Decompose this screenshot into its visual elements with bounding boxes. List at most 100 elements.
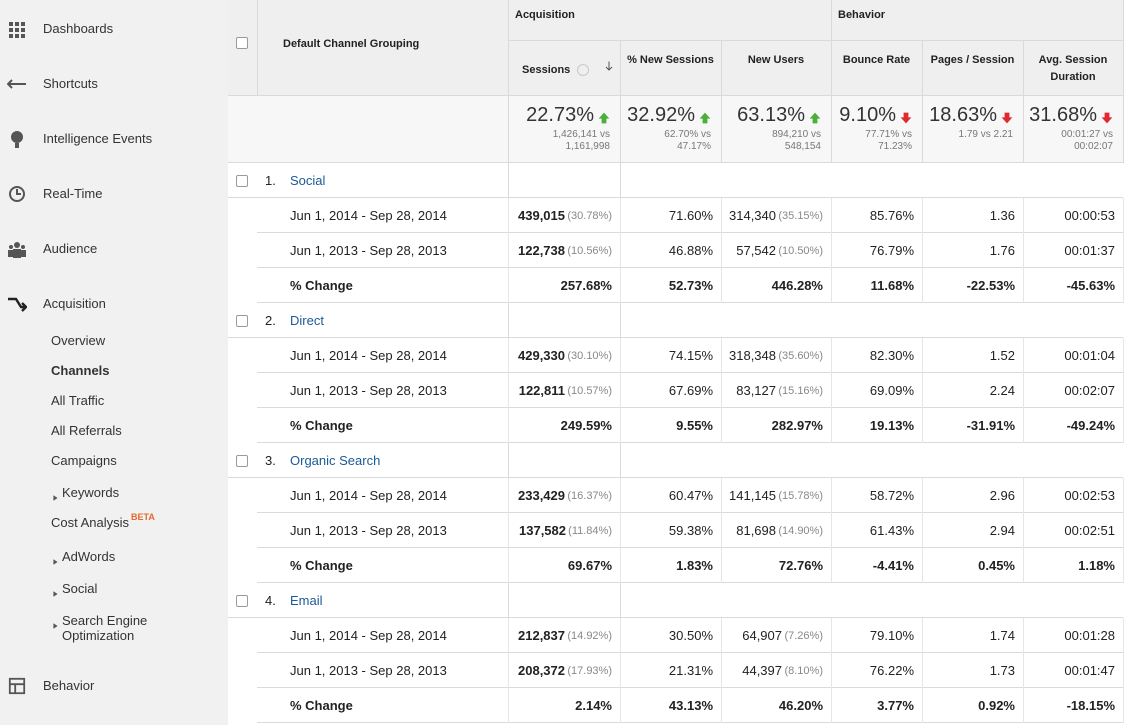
cell-value: 59.38% bbox=[668, 523, 713, 538]
cell-divider bbox=[1123, 408, 1124, 443]
nav-item[interactable]: Audience bbox=[43, 241, 98, 256]
header-divider bbox=[508, 40, 1123, 41]
nav-icon bbox=[7, 184, 27, 204]
cell-divider bbox=[1123, 548, 1124, 583]
nav-subitem[interactable]: Social bbox=[62, 581, 98, 596]
nav-item[interactable]: Intelligence Events bbox=[43, 131, 153, 146]
cell-divider bbox=[922, 618, 923, 653]
cell-divider bbox=[721, 268, 722, 303]
nav-subitem[interactable]: Campaigns bbox=[51, 453, 117, 468]
cell-divider bbox=[508, 653, 509, 688]
cell-value: 2.24 bbox=[989, 383, 1015, 398]
nav-subitem[interactable]: All Referrals bbox=[51, 423, 122, 438]
cell-divider bbox=[1023, 233, 1024, 268]
cell-divider bbox=[508, 513, 509, 548]
column-header[interactable]: Pages / Session bbox=[930, 54, 1015, 66]
row-index: 1. bbox=[265, 173, 276, 188]
summary-change: 22.73% bbox=[526, 104, 594, 126]
cell-value: 74.15% bbox=[668, 348, 713, 363]
cell-divider bbox=[1123, 513, 1124, 548]
cell-divider bbox=[508, 443, 509, 478]
row-checkbox[interactable] bbox=[236, 455, 248, 467]
channel-link[interactable]: Email bbox=[290, 593, 323, 608]
nav-subitem[interactable]: Keywords bbox=[62, 485, 120, 500]
cell-divider bbox=[1023, 268, 1024, 303]
cell-divider bbox=[620, 618, 621, 653]
nav-subitem[interactable]: AdWords bbox=[62, 549, 116, 564]
row-label: % Change bbox=[290, 558, 353, 573]
header-divider bbox=[1123, 96, 1124, 163]
cell-divider bbox=[721, 618, 722, 653]
header-divider bbox=[620, 40, 621, 163]
row-index: 3. bbox=[265, 453, 276, 468]
cell-divider bbox=[620, 408, 621, 443]
row-checkbox[interactable] bbox=[236, 175, 248, 187]
row-divider bbox=[257, 372, 1123, 373]
cell-share: (14.92%) bbox=[567, 630, 612, 642]
expand-arrow bbox=[52, 553, 59, 565]
cell-value: 141,145 bbox=[729, 488, 776, 503]
cell-divider bbox=[721, 408, 722, 443]
channel-link[interactable]: Organic Search bbox=[290, 453, 381, 468]
cell-divider bbox=[721, 198, 722, 233]
column-header[interactable]: New Users bbox=[747, 54, 805, 66]
nav-subitem[interactable]: All Traffic bbox=[51, 393, 105, 408]
expand-arrow bbox=[52, 617, 59, 629]
cell-value: 67.69% bbox=[668, 383, 713, 398]
cell-value: -4.41% bbox=[872, 558, 914, 573]
cell-divider bbox=[620, 163, 621, 198]
cell-value: 1.18% bbox=[1078, 558, 1115, 573]
nav-subitem[interactable]: Search Engine Optimization bbox=[62, 613, 148, 643]
beta-badge: BETA bbox=[131, 512, 155, 522]
nav-subitem[interactable]: Cost Analysis bbox=[51, 515, 130, 530]
nav-icon bbox=[8, 677, 26, 695]
cell-value: 208,372 bbox=[518, 663, 565, 678]
cell-divider bbox=[831, 198, 832, 233]
cell-divider bbox=[620, 268, 621, 303]
nav-item[interactable]: Shortcuts bbox=[43, 76, 98, 91]
cell-value: 0.92% bbox=[978, 698, 1015, 713]
column-header[interactable]: Bounce Rate bbox=[842, 54, 911, 66]
cell-share: (7.26%) bbox=[784, 630, 823, 642]
cell-divider bbox=[922, 408, 923, 443]
cell-value: 1.76 bbox=[989, 243, 1015, 258]
cell-value: -49.24% bbox=[1066, 418, 1115, 433]
select-all-checkbox[interactable] bbox=[236, 37, 248, 49]
row-label: Jun 1, 2013 - Sep 28, 2013 bbox=[290, 523, 447, 538]
cell-divider bbox=[508, 338, 509, 373]
cell-divider bbox=[620, 513, 621, 548]
cell-divider bbox=[1023, 408, 1024, 443]
column-header[interactable]: Avg. Session Duration bbox=[1038, 54, 1108, 83]
cell-value: -22.53% bbox=[966, 278, 1015, 293]
column-header[interactable]: % New Sessions bbox=[627, 54, 714, 66]
header-divider bbox=[257, 0, 258, 96]
channel-link[interactable]: Direct bbox=[290, 313, 324, 328]
channel-link[interactable]: Social bbox=[290, 173, 326, 188]
cell-share: (11.84%) bbox=[568, 525, 612, 537]
cell-value: 69.67% bbox=[567, 558, 612, 573]
row-checkbox[interactable] bbox=[236, 595, 248, 607]
cell-divider bbox=[508, 163, 509, 198]
cell-divider bbox=[922, 198, 923, 233]
cell-value: 81,698 bbox=[736, 523, 776, 538]
summary-change: 18.63% bbox=[929, 104, 997, 126]
row-checkbox[interactable] bbox=[236, 315, 248, 327]
cell-divider bbox=[1123, 373, 1124, 408]
cell-divider bbox=[721, 373, 722, 408]
cell-divider bbox=[721, 688, 722, 723]
nav-item[interactable]: Real-Time bbox=[43, 186, 103, 201]
nav-subitem[interactable]: Channels bbox=[51, 363, 110, 378]
nav-icon bbox=[7, 294, 28, 314]
column-header[interactable]: Sessions bbox=[522, 64, 571, 76]
cell-divider bbox=[1123, 653, 1124, 688]
nav-item[interactable]: Behavior bbox=[43, 678, 95, 693]
cell-divider bbox=[620, 688, 621, 723]
nav-subitem[interactable]: Overview bbox=[51, 333, 106, 348]
cell-value: 52.73% bbox=[668, 278, 713, 293]
header-divider bbox=[1023, 40, 1024, 163]
nav-item[interactable]: Acquisition bbox=[43, 296, 106, 311]
nav-item[interactable]: Dashboards bbox=[43, 21, 114, 36]
row-label: Jun 1, 2014 - Sep 28, 2014 bbox=[290, 348, 447, 363]
summary-detail: 62.70% vs bbox=[664, 129, 711, 140]
header-divider bbox=[508, 0, 509, 96]
